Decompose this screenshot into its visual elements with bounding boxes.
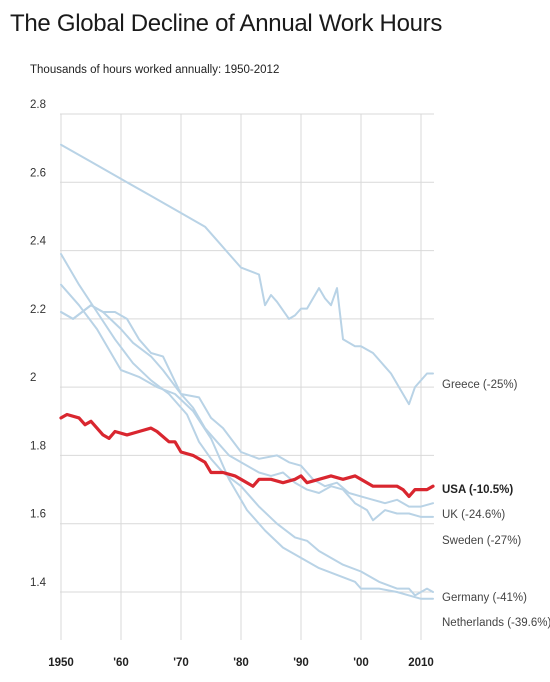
x-tick-label: '80 <box>233 657 249 669</box>
y-tick-label: 2.4 <box>30 236 47 248</box>
y-tick-label: 2 <box>30 372 36 384</box>
series-label-sweden: Sweden (-27%) <box>442 535 521 547</box>
y-tick-label: 1.4 <box>30 577 47 589</box>
x-tick-label: 2010 <box>408 657 434 669</box>
axis-ticks: 1.4 1.6 1.8 2 2.2 2.4 2.6 2.8 1950 '60 '70 '80 '90 '0… <box>30 99 434 669</box>
series-label-uk: UK (-24.6%) <box>442 509 505 521</box>
series-label-germany: Germany (-41%) <box>442 592 527 604</box>
chart-subtitle: Thousands of hours worked annually: 1950… <box>30 64 280 76</box>
chart-title: The Global Decline of Annual Work Hours <box>10 10 443 37</box>
series-label-netherlands: Netherlands (-39.6%) <box>442 617 550 629</box>
x-tick-label: '00 <box>353 657 369 669</box>
series-lines <box>59 143 435 600</box>
x-tick-label: 1950 <box>48 657 74 669</box>
series-line-netherlands <box>60 283 434 600</box>
series-line-usa <box>59 412 435 498</box>
y-tick-label: 2.6 <box>30 167 46 179</box>
x-tick-label: '90 <box>293 657 309 669</box>
series-label-usa: USA (-10.5%) <box>442 484 513 496</box>
y-tick-label: 2.2 <box>30 304 46 316</box>
series-line-sweden <box>60 304 434 522</box>
series-line-greece <box>60 143 434 406</box>
grid <box>60 113 434 640</box>
x-tick-label: '60 <box>113 657 129 669</box>
y-tick-label: 2.8 <box>30 99 46 111</box>
series-line-uk <box>60 304 434 508</box>
series-label-greece: Greece (-25%) <box>442 379 518 391</box>
y-tick-label: 1.6 <box>30 509 46 521</box>
x-tick-label: '70 <box>173 657 189 669</box>
series-labels: Greece (-25%) USA (-10.5%) UK (-24.6%) Swed… <box>442 379 550 629</box>
y-tick-label: 1.8 <box>30 440 46 452</box>
series-line-germany <box>60 253 434 597</box>
